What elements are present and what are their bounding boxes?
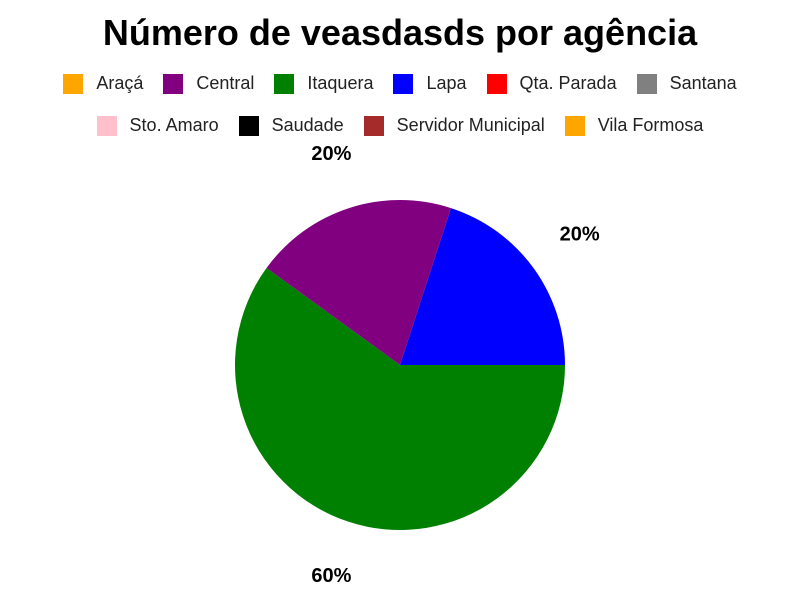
legend-item: Araçá [63,73,143,94]
legend-item: Itaquera [274,73,373,94]
legend-label: Servidor Municipal [396,115,545,135]
legend-row: Sto. Amaro Saudade Servidor Municipal Vila … [0,115,800,136]
legend-swatch [274,73,295,94]
legend-swatch [363,115,384,136]
legend-swatch [163,73,184,94]
legend-swatch [636,73,657,94]
pie-slice [235,268,566,531]
legend-label: Qta. Parada [519,73,617,93]
legend-label: Lapa [426,73,467,93]
legend-row: Araçá Central Itaquera Lapa Qta. Parada Santa… [0,73,800,94]
legend-item: Saudade [238,115,344,136]
legend-item: Central [163,73,254,94]
slice-percent-label: 20% [311,143,351,165]
legend-swatch [564,115,585,136]
legend-label: Saudade [271,115,344,135]
legend-item: Sto. Amaro [96,115,219,136]
pie-slice [400,208,565,365]
legend-item: Santana [636,73,737,94]
pie-slice [266,200,451,365]
legend-item: Qta. Parada [486,73,617,94]
legend-label: Central [196,73,255,93]
chart-title: Número de veasdasds por agência [102,12,698,53]
legend-label: Araçá [96,73,144,93]
legend-item: Vila Formosa [564,115,704,136]
legend-item: Servidor Municipal [363,115,545,136]
legend-label: Sto. Amaro [129,115,219,135]
legend-label: Santana [669,73,737,93]
legend-swatch [63,73,84,94]
legend-swatch [96,115,117,136]
legend-swatch [393,73,414,94]
legend-swatch [486,73,507,94]
legend-label: Itaquera [307,73,374,93]
legend-label: Vila Formosa [597,115,704,135]
legend-swatch [238,115,259,136]
legend-item: Lapa [393,73,467,94]
slice-percent-label: 60% [311,565,351,587]
slice-percent-label: 20% [560,224,600,246]
